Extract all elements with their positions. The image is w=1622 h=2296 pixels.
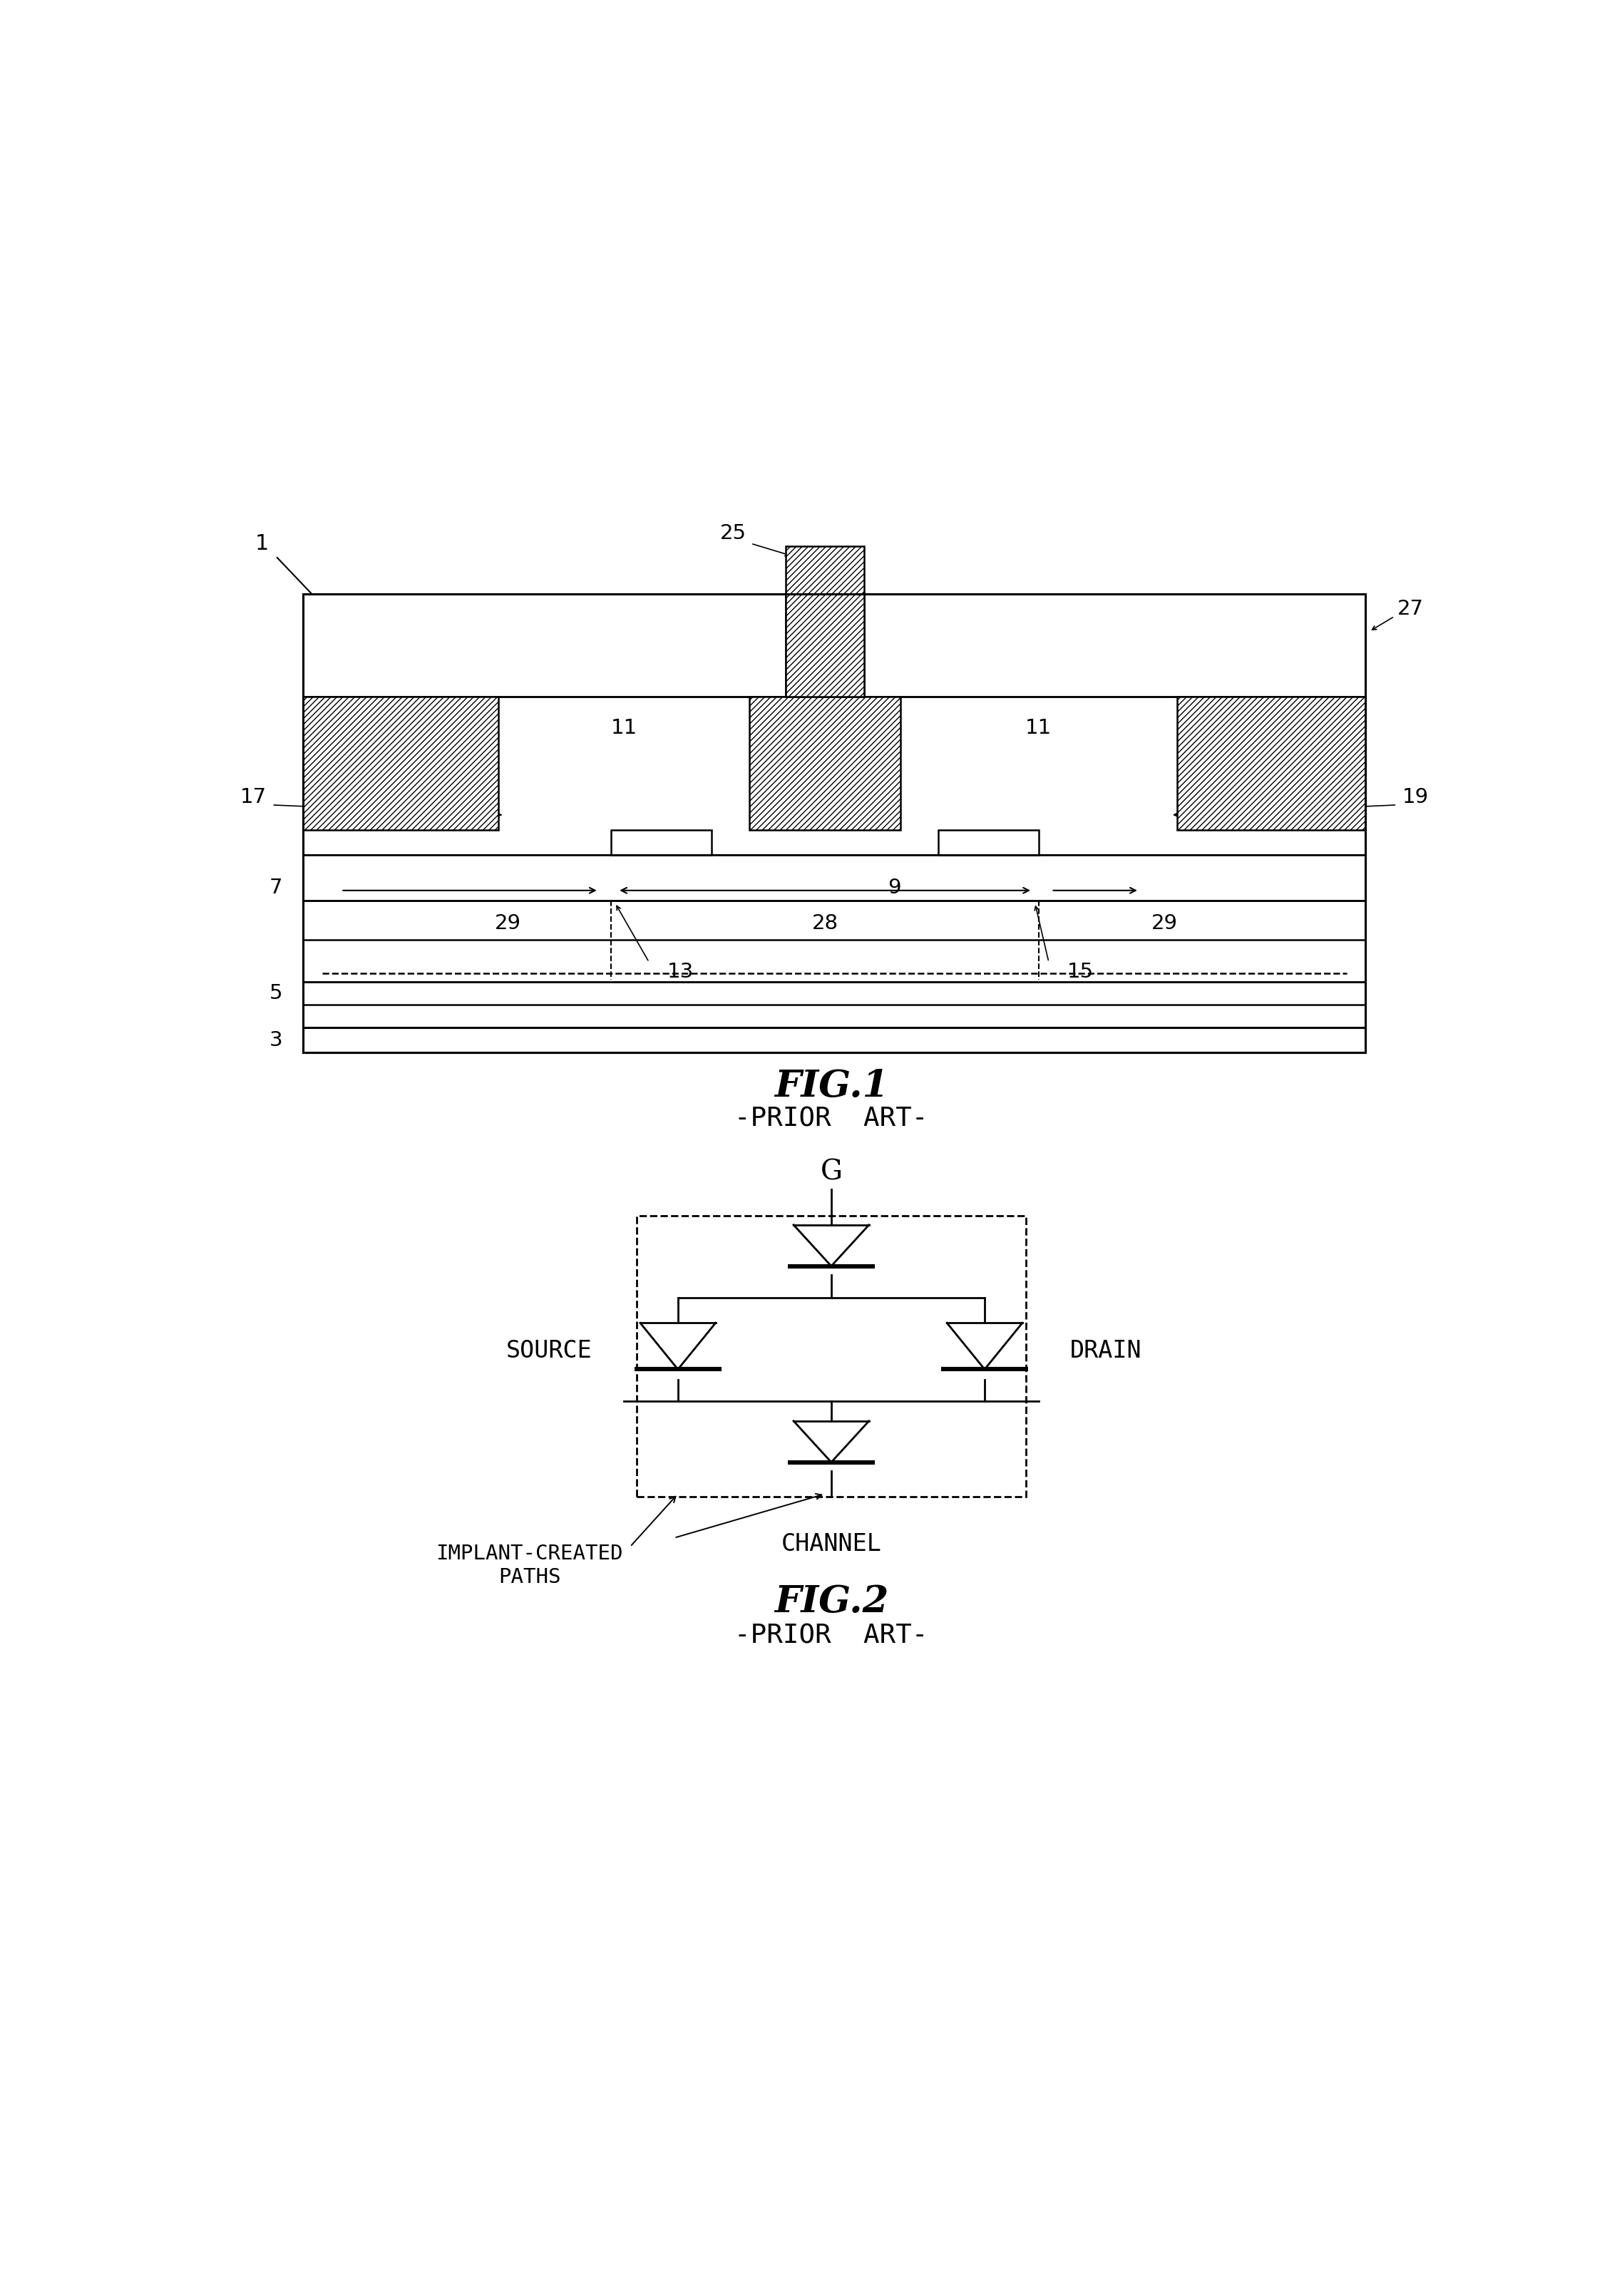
Text: 21: 21 [1152, 622, 1178, 641]
Bar [303, 698, 498, 831]
Bar [303, 1029, 1366, 1052]
Text: 27: 27 [1398, 599, 1424, 620]
Bar [787, 595, 865, 698]
Bar [865, 595, 1366, 698]
Text: G: G [821, 1159, 842, 1185]
Text: IMPLANT-CREATED
PATHS: IMPLANT-CREATED PATHS [436, 1543, 623, 1587]
Text: -PRIOR  ART-: -PRIOR ART- [735, 1107, 928, 1132]
Text: CHANNEL: CHANNEL [782, 1531, 881, 1557]
Bar [303, 595, 787, 698]
Text: 7: 7 [269, 877, 282, 898]
Bar [787, 546, 865, 595]
Bar [303, 595, 1366, 1052]
Text: 5: 5 [269, 983, 282, 1003]
Text: FIG.2: FIG.2 [774, 1584, 889, 1621]
Text: 3: 3 [269, 1031, 282, 1049]
Bar [749, 698, 900, 831]
Text: 15: 15 [1067, 962, 1093, 983]
Text: 28: 28 [811, 914, 839, 932]
Text: 9: 9 [887, 877, 900, 898]
Bar [611, 831, 712, 854]
Text: DRAIN: DRAIN [1071, 1339, 1142, 1364]
Text: 29: 29 [495, 914, 521, 932]
Text: 13: 13 [667, 962, 694, 983]
Text: SOURCE: SOURCE [506, 1339, 592, 1364]
Bar [1178, 698, 1366, 831]
Text: 11: 11 [1025, 719, 1053, 739]
Text: FIG.1: FIG.1 [774, 1068, 889, 1104]
Text: 1: 1 [255, 533, 269, 553]
Text: 11: 11 [610, 719, 637, 739]
Text: -PRIOR  ART-: -PRIOR ART- [735, 1623, 928, 1649]
Text: 19: 19 [1403, 788, 1429, 808]
Text: 25: 25 [720, 523, 746, 544]
Bar [636, 1217, 1027, 1497]
Text: 17: 17 [240, 788, 266, 808]
Bar [938, 831, 1038, 854]
Bar [303, 983, 1366, 1006]
Text: 29: 29 [1152, 914, 1178, 932]
